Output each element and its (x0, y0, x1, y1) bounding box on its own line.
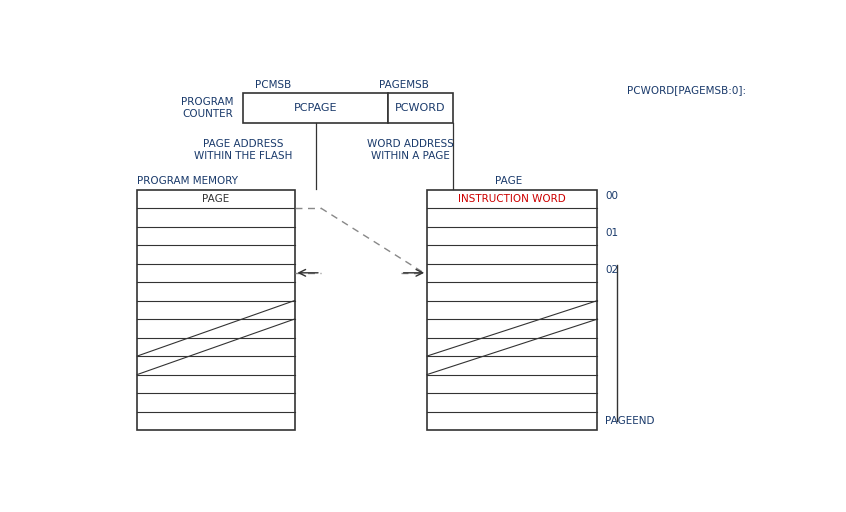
Bar (244, 93, 387, 122)
Text: WORD ADDRESS
WITHIN A PAGE: WORD ADDRESS WITHIN A PAGE (367, 139, 454, 161)
Bar (427, 189, 597, 430)
Bar (387, 93, 453, 122)
Text: PCMSB: PCMSB (255, 80, 291, 90)
Text: PAGE: PAGE (202, 194, 229, 204)
Text: PROGRAM
COUNTER: PROGRAM COUNTER (181, 97, 233, 119)
Text: PCWORD: PCWORD (395, 103, 446, 113)
Text: 02: 02 (606, 265, 618, 275)
Text: PCPAGE: PCPAGE (294, 103, 338, 113)
Text: PAGE ADDRESS
WITHIN THE FLASH: PAGE ADDRESS WITHIN THE FLASH (195, 139, 293, 161)
Text: INSTRUCTION WORD: INSTRUCTION WORD (459, 194, 566, 204)
Text: PAGEMSB: PAGEMSB (379, 80, 429, 90)
Text: PROGRAM MEMORY: PROGRAM MEMORY (137, 176, 239, 186)
Text: PAGE: PAGE (496, 176, 523, 186)
Text: PCWORD[PAGEMSB:0]:: PCWORD[PAGEMSB:0]: (627, 85, 746, 95)
Bar (137, 189, 294, 430)
Text: 01: 01 (606, 228, 618, 239)
Text: PAGEEND: PAGEEND (606, 416, 655, 426)
Text: 00: 00 (606, 191, 618, 201)
